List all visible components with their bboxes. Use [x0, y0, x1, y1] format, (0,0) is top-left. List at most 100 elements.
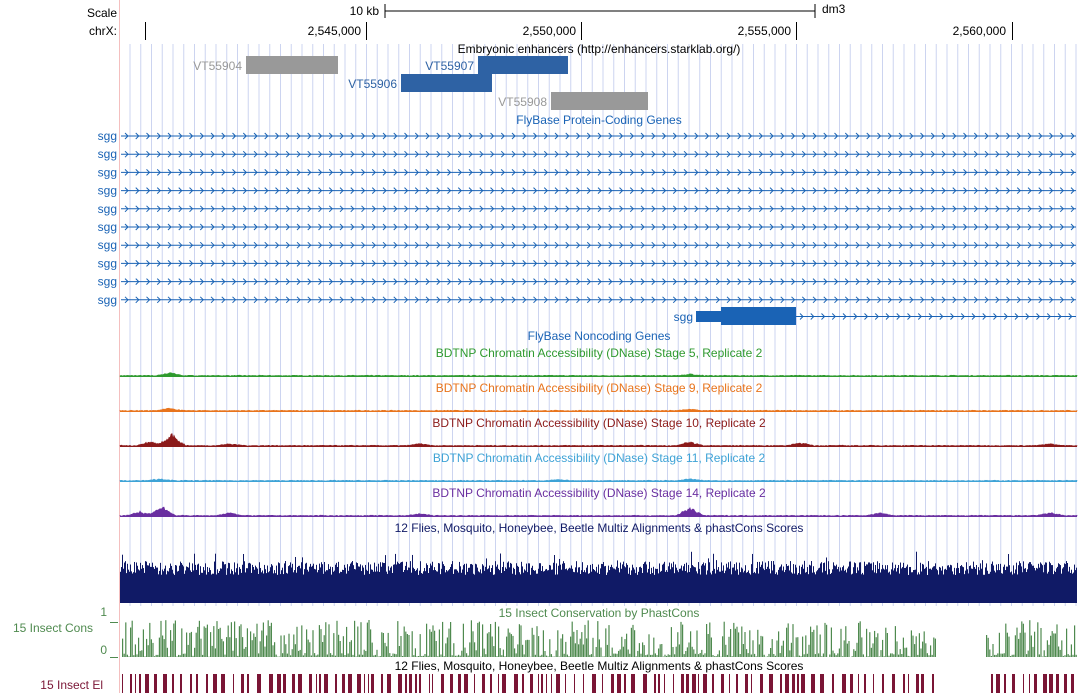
strand-chevron [823, 296, 828, 304]
transcript-label[interactable]: sgg [98, 275, 117, 289]
strand-chevron [328, 169, 333, 176]
strand-chevron [350, 150, 355, 158]
dnase-signal-stage5[interactable] [119, 372, 1078, 377]
multiz-bar [1050, 563, 1051, 603]
phastcons-side-label[interactable]: 15 Insect Cons [13, 621, 93, 635]
enhancer-feature-vt55908[interactable] [551, 92, 648, 110]
dnase-signal-stage14[interactable] [119, 506, 1078, 517]
multiz-bar [664, 561, 665, 603]
multiz-bar [171, 565, 172, 603]
strand-chevron [264, 187, 269, 194]
elements-side-label[interactable]: 15 Insect El [40, 678, 103, 692]
multiz-bar [832, 569, 833, 603]
multiz-bar [569, 567, 570, 603]
dnase-signal-stage10[interactable] [119, 433, 1078, 447]
multiz-bar [533, 569, 534, 603]
phastcons-bar [835, 655, 837, 657]
coding-exon[interactable] [721, 307, 796, 325]
strand-chevron [758, 223, 763, 231]
multiz-conservation-bars[interactable] [120, 551, 1077, 603]
strand-chevron [285, 169, 290, 176]
strand-chevron [264, 278, 269, 285]
enhancer-label-vt55904[interactable]: VT55904 [193, 59, 242, 73]
conserved-element [916, 674, 919, 693]
strand-chevron [447, 278, 452, 285]
phastcons-bars[interactable] [122, 620, 1077, 657]
transcript-label[interactable]: sgg [98, 238, 117, 252]
enhancer-label-vt55907[interactable]: VT55907 [425, 59, 474, 73]
multiz-bar [1047, 573, 1048, 603]
dnase-signal-stage11[interactable] [119, 478, 1078, 482]
strand-chevron [522, 241, 527, 249]
transcript-label[interactable]: sgg [98, 256, 117, 270]
enhancer-feature-vt55907[interactable] [478, 56, 568, 74]
strand-chevron [253, 132, 258, 140]
multiz-bar [299, 565, 300, 603]
multiz-bar [665, 571, 666, 603]
conserved-element-bars[interactable] [122, 674, 1074, 693]
strand-chevron [576, 278, 581, 285]
phastcons-bar [685, 651, 687, 657]
transcript-label[interactable]: sgg [674, 310, 693, 324]
multiz-bar [446, 570, 447, 603]
strand-chevron [275, 150, 280, 158]
transcript-label[interactable]: sgg [98, 165, 117, 179]
phastcons-bar [771, 639, 773, 657]
enhancer-feature-vt55906[interactable] [401, 74, 492, 92]
multiz-bar [272, 565, 273, 603]
dnase-signal-area [119, 407, 1078, 412]
phastcons-bar [219, 627, 221, 657]
strand-chevron [1016, 187, 1021, 194]
phastcons-bar [330, 653, 332, 657]
multiz-bar [792, 573, 793, 603]
phastcons-bar [477, 622, 479, 657]
multiz-bar [684, 563, 685, 603]
multiz-bar [992, 561, 993, 603]
transcript-label[interactable]: sgg [98, 293, 117, 307]
strand-chevron [296, 169, 301, 176]
phastcons-bar [886, 633, 888, 657]
strand-chevron [705, 241, 710, 249]
transcript-label[interactable]: sgg [98, 147, 117, 161]
utr-exon[interactable] [696, 311, 721, 322]
strand-chevron [404, 296, 409, 304]
enhancer-feature-vt55904[interactable] [246, 56, 338, 74]
multiz-bar [956, 568, 957, 603]
phastcons-bar [890, 653, 892, 657]
multiz-bar [783, 566, 784, 603]
multiz-bar [445, 572, 446, 603]
strand-chevron [275, 260, 280, 267]
multiz-bar [657, 568, 658, 603]
multiz-bar [884, 569, 885, 603]
conserved-element [206, 674, 208, 693]
strand-chevron [791, 296, 796, 304]
strand-chevron [554, 241, 559, 249]
strand-chevron [887, 169, 892, 176]
multiz-bar [293, 572, 294, 603]
phastcons-bar [261, 630, 263, 657]
multiz-bar [510, 562, 511, 603]
dnase-signal-stage9[interactable] [119, 407, 1078, 412]
multiz-bar [575, 567, 576, 603]
multiz-bar [358, 566, 359, 603]
strand-chevron [823, 241, 828, 249]
enhancer-label-vt55908[interactable]: VT55908 [498, 95, 547, 109]
transcript-label[interactable]: sgg [98, 220, 117, 234]
strand-chevron [275, 223, 280, 231]
strand-chevron [887, 132, 892, 140]
phastcons-bar [323, 635, 325, 657]
strand-chevron [995, 132, 1000, 140]
transcript-label[interactable]: sgg [98, 129, 117, 143]
phastcons-bar [1067, 654, 1069, 657]
phastcons-bar [605, 628, 607, 657]
multiz-bar [590, 564, 591, 603]
transcript-label[interactable]: sgg [98, 184, 117, 198]
conserved-element [991, 674, 993, 693]
multiz-bar [732, 567, 733, 603]
multiz-bar [643, 563, 644, 603]
phastcons-bar [674, 654, 676, 657]
enhancer-label-vt55906[interactable]: VT55906 [348, 77, 397, 91]
multiz-bar [903, 562, 904, 603]
transcript-label[interactable]: sgg [98, 202, 117, 216]
